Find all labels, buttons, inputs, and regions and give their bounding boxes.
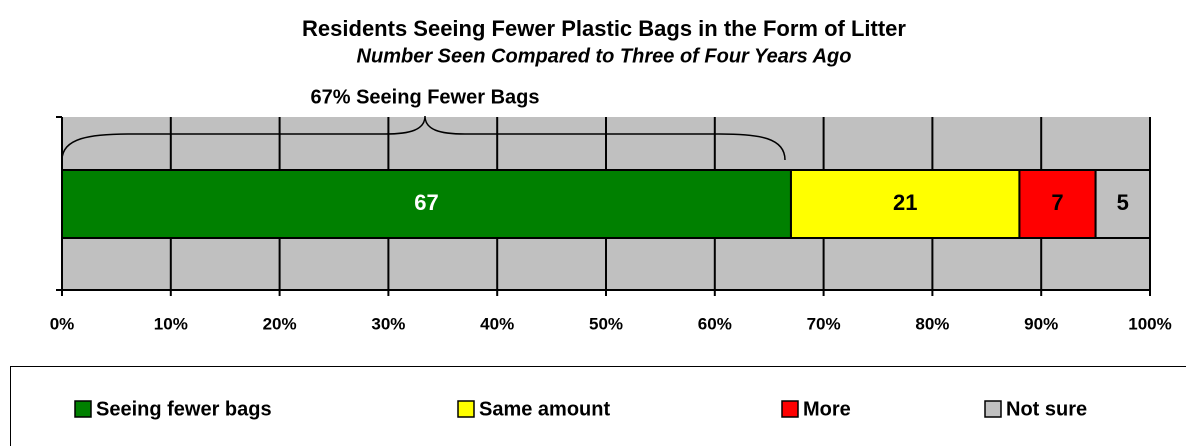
- x-tick-label: 30%: [371, 314, 405, 333]
- x-tick-label: 60%: [698, 314, 732, 333]
- bar-segment: [1094, 169, 1151, 239]
- bar-segment: [789, 169, 1021, 239]
- legend-label: More: [803, 398, 851, 420]
- x-tick-label: 90%: [1024, 314, 1058, 333]
- chart-title: Residents Seeing Fewer Plastic Bags in t…: [302, 16, 906, 41]
- x-tick-label: 0%: [50, 314, 75, 333]
- legend-swatch: [457, 400, 475, 418]
- value-label: 67: [414, 190, 438, 215]
- x-tick-label: 20%: [263, 314, 297, 333]
- x-tick-label: 80%: [915, 314, 949, 333]
- legend-label: Same amount: [479, 398, 610, 420]
- legend-swatch: [984, 400, 1002, 418]
- chart-subtitle: Number Seen Compared to Three of Four Ye…: [357, 45, 852, 67]
- x-tick-label: 10%: [154, 314, 188, 333]
- legend-swatch: [781, 400, 799, 418]
- legend-label: Not sure: [1006, 398, 1087, 420]
- value-label: 5: [1117, 190, 1129, 215]
- x-tick-label: 100%: [1128, 314, 1171, 333]
- brace: [61, 115, 786, 161]
- value-label: 7: [1051, 190, 1063, 215]
- legend-label: Seeing fewer bags: [96, 398, 272, 420]
- bar-segment: [61, 169, 792, 239]
- annotation: 67% Seeing Fewer Bags: [311, 86, 540, 108]
- x-tick-label: 50%: [589, 314, 623, 333]
- x-tick-label: 40%: [480, 314, 514, 333]
- x-tick-label: 70%: [807, 314, 841, 333]
- value-label: 21: [893, 190, 917, 215]
- legend-swatch: [74, 400, 92, 418]
